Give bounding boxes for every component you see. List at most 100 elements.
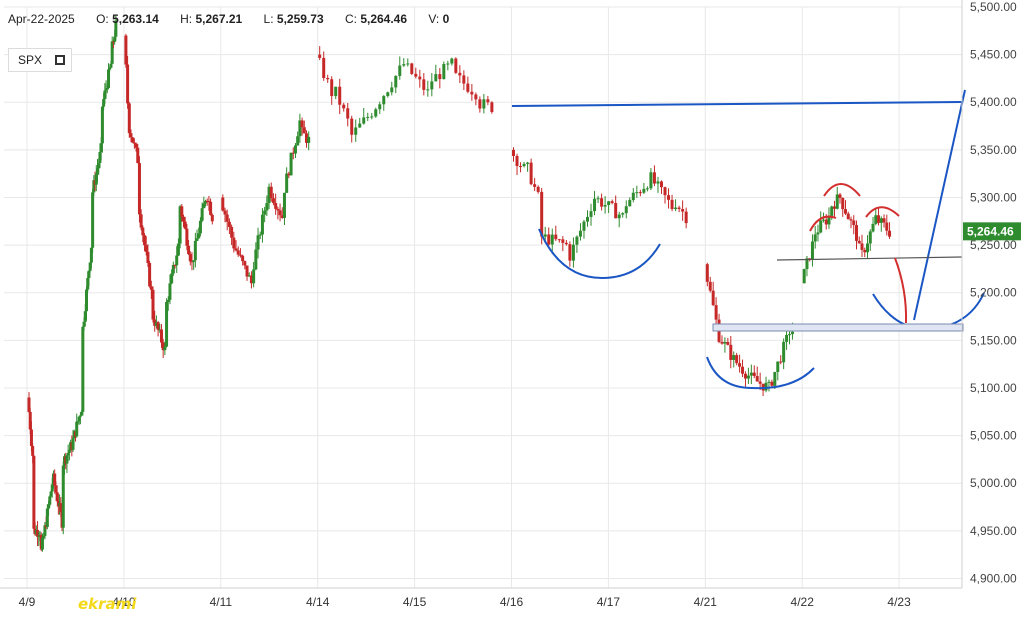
blue-rally-line (913, 89, 966, 321)
candle-body (85, 289, 89, 312)
candle-body (635, 192, 639, 194)
candle-body (430, 81, 434, 90)
candle-body (91, 192, 95, 248)
candle-body (621, 213, 625, 215)
candle-body (378, 104, 382, 110)
candle-body (843, 209, 847, 214)
blue-resistance-line (511, 101, 963, 107)
x-tick-label: 4/14 (306, 595, 330, 609)
candle-body (860, 243, 864, 250)
candle-body (564, 242, 568, 245)
x-tick-label: 4/9 (19, 595, 36, 609)
candle-body (802, 269, 806, 284)
candle-body (522, 163, 526, 167)
candle-body (180, 206, 184, 217)
candle-body (59, 503, 63, 513)
candle-body (773, 371, 777, 386)
red-drop-line (894, 257, 908, 324)
candle-body (232, 237, 236, 249)
candle-body (195, 238, 199, 241)
candle-body (221, 197, 225, 211)
candle-body (346, 108, 350, 119)
candle-body (271, 198, 275, 203)
candle-body (42, 535, 46, 538)
candle-body (40, 537, 44, 550)
candle-body (238, 254, 242, 256)
candle-body (202, 203, 206, 209)
chart-grid (4, 6, 962, 588)
candle-body (113, 36, 117, 42)
candle-body (830, 206, 834, 216)
symbol-box[interactable]: SPX (8, 48, 72, 72)
candle-body (252, 269, 256, 284)
candle-body (779, 361, 783, 363)
candle-body (767, 381, 771, 383)
candle-body (723, 341, 727, 344)
candle-body (871, 223, 875, 232)
candle-body (677, 207, 681, 210)
candle-body (265, 203, 269, 211)
candle-body (426, 89, 430, 91)
candle-body (127, 103, 131, 134)
candle-body (241, 255, 245, 262)
candle-body (466, 83, 470, 92)
red-arc-3 (865, 206, 900, 218)
candle-body (816, 232, 820, 235)
blue-arc-1 (538, 228, 661, 280)
candle-body (770, 381, 774, 386)
candle-body (89, 247, 93, 263)
candle-body (149, 286, 153, 290)
candle-body (462, 75, 466, 84)
candle-body (681, 209, 685, 212)
candle-body (236, 250, 240, 255)
candle-body (607, 201, 611, 206)
candle-body (624, 206, 628, 214)
candle-body (263, 210, 267, 215)
candle-body (76, 421, 80, 423)
candle-body (200, 208, 204, 221)
candle-body (88, 262, 92, 271)
candle-body (82, 321, 86, 327)
candle-body (114, 20, 118, 37)
candle-body (151, 289, 155, 320)
candle-body (382, 96, 386, 105)
ohlc-readout: Apr-22-2025 O: 5,263.14 H: 5,267.21 L: 5… (8, 12, 449, 26)
candle-body (293, 145, 297, 154)
candle-body (446, 63, 450, 65)
candle-body (788, 334, 792, 336)
y-tick-label: 5,500.00 (970, 0, 1017, 14)
candle-body (596, 198, 600, 200)
candle-body (249, 275, 253, 284)
candle-body (350, 118, 354, 135)
y-tick-label: 5,400.00 (970, 95, 1017, 109)
candle-body (192, 260, 196, 262)
candle-body (96, 168, 100, 174)
candle-body (210, 214, 214, 222)
candle-body (81, 326, 85, 412)
candle-body (334, 86, 338, 97)
candle-body (326, 78, 330, 80)
candle-body (225, 214, 229, 222)
symbol-label: SPX (18, 53, 43, 67)
low-value: 5,259.73 (276, 12, 324, 26)
low-label: L: (263, 12, 274, 26)
candle-body (882, 218, 886, 223)
candle-body (841, 197, 845, 210)
expand-icon[interactable] (55, 55, 65, 65)
candle-body (131, 137, 135, 143)
candle-body (287, 173, 291, 176)
candle-body (410, 63, 414, 74)
candle-body (877, 215, 881, 223)
candle-body (198, 220, 202, 234)
candle-body (183, 221, 187, 229)
candle-body (529, 162, 533, 185)
candle-body (832, 206, 836, 209)
candle-body (99, 143, 103, 152)
candle-body (732, 355, 736, 360)
candle-body (863, 249, 867, 253)
candle-body (78, 415, 82, 417)
candle-body (27, 397, 31, 412)
candle-body (110, 41, 114, 64)
candle-body (638, 192, 642, 194)
